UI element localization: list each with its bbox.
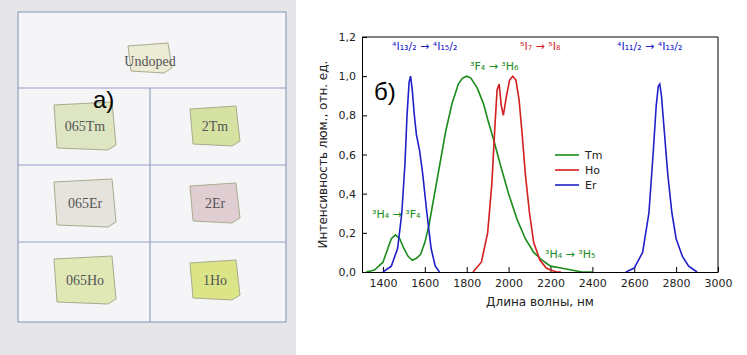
tick-mark [676,267,677,272]
sample-label: 065Ho [66,273,104,288]
tick-label: 0,0 [339,266,357,279]
tick-mark [425,267,426,272]
tick-mark [362,37,367,38]
x-tick: 1600 [411,267,439,290]
tick-label: 1,0 [339,70,357,83]
x-tick: 2400 [579,267,607,290]
legend-label: Ho [585,164,600,177]
sample-label: Undoped [124,54,175,69]
legend: Tm Ho Er [555,149,602,192]
tick-label: 0,8 [339,109,357,122]
x-axis: 1400 1600 1800 2000 2200 2400 2600 2800 3000 [363,267,733,290]
sample-label: 1Ho [203,273,227,288]
y-tick: 0,4 [339,188,368,201]
glass-sample [190,183,240,223]
series-line [383,76,697,272]
legend-label: Er [585,179,597,192]
y-axis: 0,0 0,2 0,4 0,6 0,8 1,0 1,2 [339,31,368,279]
tick-label: 2600 [621,277,649,290]
tick-label: 2000 [495,277,523,290]
grid-line [18,87,286,88]
y-tick: 1,2 [339,31,368,44]
tick-label: 1400 [369,277,397,290]
annotation: ³F₄ → ³H₆ [470,60,519,73]
series-line [473,76,561,272]
annotation: ³H₄ → ³F₄ [372,208,421,221]
plot-lines [366,76,697,272]
annotation: ³H₄ → ³H₅ [545,248,595,261]
tick-label: 2800 [663,277,691,290]
x-axis-title: Длина волны, нм [486,295,594,309]
y-tick: 0,2 [339,227,368,240]
chart-panel: 1400160018002000220024002600280030000,00… [316,31,733,309]
axis-line [363,272,719,273]
figure: Undoped 065Tm 2Tm 065Er 2Er 065Ho 1Ho а) 1400 160… [0,0,747,355]
y-tick: 0,0 [339,266,368,279]
tick-mark [362,115,367,116]
tick-label: 0,4 [339,188,357,201]
x-tick: 2800 [663,267,691,290]
photo-panel: Undoped 065Tm 2Tm 065Er 2Er 065Ho 1Ho а) [0,0,296,355]
tick-mark [362,194,367,195]
y-tick: 0,6 [339,149,368,162]
y-axis-title: Интенсивность люм., отн. ед. [316,61,330,249]
frame [718,37,719,272]
x-tick: 2600 [621,267,649,290]
annotation: ⁴I₁₃/₂ → ⁴I₁₅/₂ [392,40,457,53]
glass-sample [190,260,240,300]
photo-background [0,0,296,355]
panel-label: б) [374,78,396,105]
y-tick: 1,0 [339,70,368,83]
x-tick: 1800 [453,267,481,290]
legend-label: Tm [584,149,602,162]
sample-label: 065Tm [65,119,106,134]
annotations: ⁴I₁₃/₂ → ⁴I₁₅/₂ ³F₄ → ³H₆⁵I₇ → ⁵I₈ ³H₄ → ³… [372,40,682,261]
tick-mark [362,233,367,234]
sample-label: 065Er [68,196,103,211]
glass-sample [190,106,240,146]
grid-line [18,241,286,242]
sample-label: 2Er [205,196,226,211]
tick-label: 2400 [579,277,607,290]
grid-line [149,88,150,322]
sample-label: 2Tm [202,119,229,134]
grid-line [18,164,286,165]
panel-label: а) [93,86,114,113]
glass-sample [54,179,116,227]
tick-mark [718,267,719,272]
tick-label: 0,2 [339,227,357,240]
x-tick: 3000 [705,267,733,290]
tick-mark [592,267,593,272]
tick-mark [362,155,367,156]
tick-mark [362,76,367,77]
x-tick: 2000 [495,267,523,290]
paper-sheet [18,12,286,322]
tick-label: 1600 [411,277,439,290]
annotation: ⁴I₁₁/₂ → ⁴I₁₃/₂ [617,40,682,53]
frame [362,37,718,38]
tick-label: 0,6 [339,149,357,162]
y-tick: 0,8 [339,109,368,122]
legend-swatch [555,184,579,186]
tick-label: 1,2 [339,31,357,44]
tick-label: 3000 [705,277,733,290]
tick-mark [362,272,367,273]
tick-label: 1800 [453,277,481,290]
annotation: ⁵I₇ → ⁵I₈ [520,40,561,53]
legend-swatch [555,169,579,171]
series-line [366,76,592,272]
legend-swatch [555,154,579,156]
tick-mark [509,267,510,272]
tick-label: 2200 [537,277,565,290]
glass-sample [54,256,116,304]
tick-mark [467,267,468,272]
